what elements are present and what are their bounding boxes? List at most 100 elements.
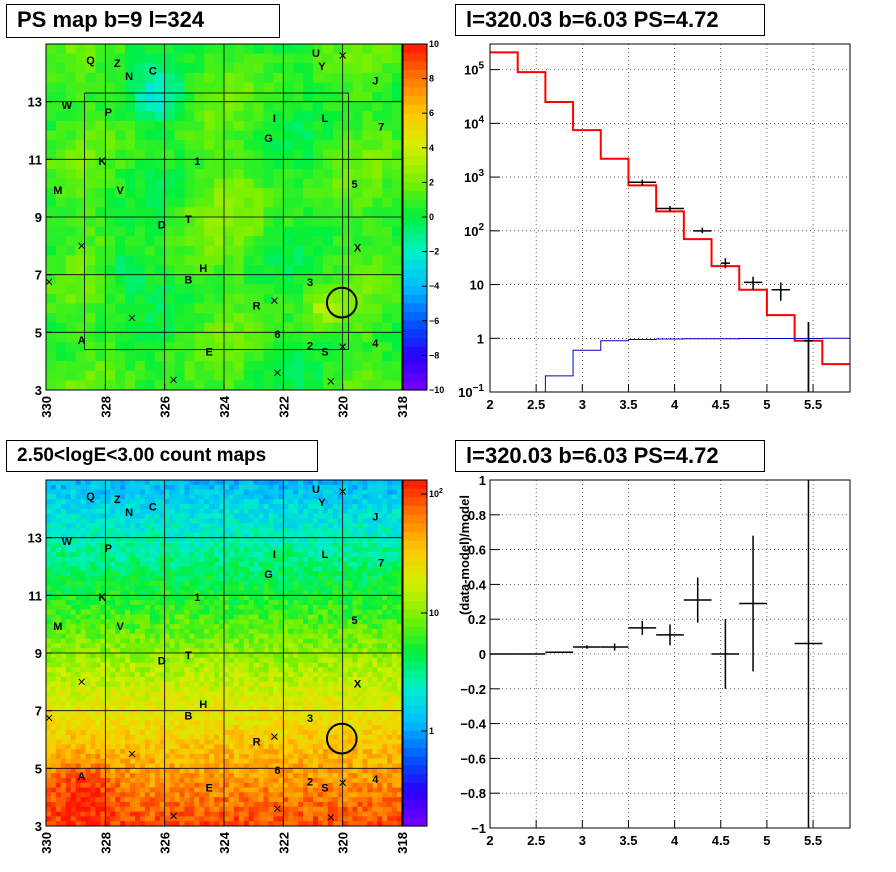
heatmap-cell [169, 657, 176, 664]
heatmap-cell [248, 701, 255, 707]
heatmap-cell [50, 811, 57, 817]
heatmap-cell [164, 806, 171, 813]
heatmap-cell [60, 571, 67, 577]
heatmap-cell [90, 600, 96, 606]
heatmap-cell [238, 638, 245, 644]
heatmap-cell [253, 130, 265, 141]
heatmap-cell [179, 725, 185, 731]
heatmap-cell [139, 633, 146, 640]
heatmap-cell [382, 82, 393, 93]
heatmap-cell [100, 749, 106, 755]
heatmap-cell [273, 489, 279, 495]
heatmap-cell [154, 787, 161, 793]
heatmap-cell [228, 595, 235, 601]
heatmap-cell [263, 797, 269, 803]
heatmap-cell [90, 806, 96, 813]
heatmap-cell [273, 92, 284, 103]
heatmap-cell [115, 595, 121, 601]
heatmap-cell [278, 739, 284, 745]
heatmap-cell [224, 207, 235, 218]
heatmap-cell [164, 816, 171, 822]
heatmap-cell [214, 120, 225, 131]
heatmap-cell [332, 44, 344, 55]
heatmap-cell [199, 571, 205, 577]
heatmap-cell [332, 370, 344, 381]
heatmap-cell [164, 380, 176, 391]
heatmap-cell [263, 777, 269, 784]
heatmap-cell [125, 787, 131, 793]
heatmap-cell [154, 508, 161, 515]
heatmap-cell [90, 753, 96, 760]
heatmap-cell [214, 787, 220, 793]
heatmap-cell [243, 284, 255, 295]
heatmap-cell [224, 681, 230, 688]
heatmap-cell [238, 628, 245, 635]
heatmap-cell [80, 734, 87, 740]
heatmap-cell [214, 236, 225, 247]
heatmap-cell [184, 341, 195, 353]
heatmap-cell [139, 729, 146, 736]
heatmap-cell [149, 523, 156, 529]
heatmap-cell [283, 576, 289, 582]
heatmap-cell [164, 653, 171, 659]
colorbar-tick-label: 10 [429, 39, 439, 49]
heatmap-cell [283, 643, 289, 649]
heatmap-cell [214, 484, 220, 491]
heatmap-cell [115, 768, 121, 774]
heatmap-cell [253, 811, 260, 817]
heatmap-cell [214, 523, 220, 529]
heatmap-cell [90, 715, 96, 721]
heatmap-cell [219, 691, 225, 697]
heatmap-cell [303, 341, 314, 353]
heatmap-cell [248, 614, 255, 620]
heatmap-cell [313, 322, 324, 333]
heatmap-cell [55, 547, 62, 553]
heatmap-cell [110, 797, 116, 803]
heatmap-cell [204, 245, 215, 256]
heatmap-cell [95, 101, 106, 112]
heatmap-cell [362, 236, 373, 247]
heatmap-cell [243, 595, 250, 601]
heatmap-cell [125, 111, 136, 122]
heatmap-cell [238, 547, 245, 553]
heatmap-cell [253, 504, 260, 510]
heatmap-cell [194, 130, 205, 141]
heatmap-cell [228, 763, 235, 769]
heatmap-cell [263, 576, 269, 582]
heatmap-cell [75, 585, 82, 592]
heatmap-cell [189, 566, 195, 572]
heatmap-cell [125, 648, 131, 654]
heatmap-cell [238, 797, 245, 803]
heatmap-cell [164, 561, 171, 567]
heatmap-cell [144, 739, 151, 745]
heatmap-cell [80, 628, 87, 635]
heatmap-cell [80, 590, 87, 596]
heatmap-cell [194, 53, 205, 64]
heatmap-cell [110, 677, 116, 683]
heatmap-cell [189, 609, 195, 616]
heatmap-cell [253, 111, 265, 122]
heatmap-cell [135, 528, 141, 534]
heatmap-cell [278, 638, 284, 644]
heatmap-cell [174, 226, 185, 237]
heatmap-cell [110, 744, 116, 750]
heatmap-cell [224, 188, 235, 199]
heatmap-cell [268, 518, 274, 524]
heatmap-cell [342, 207, 354, 218]
heatmap-cell [224, 566, 230, 572]
heatmap-cell [75, 53, 87, 64]
heatmap-cell [139, 801, 146, 808]
heatmap-cell [80, 638, 87, 644]
heatmap-cell [125, 590, 131, 596]
heatmap-cell [204, 149, 215, 160]
heatmap-cell [55, 628, 62, 635]
heatmap-cell [95, 188, 106, 199]
heatmap-cell [80, 806, 87, 813]
heatmap-cell [283, 265, 294, 276]
heatmap-cell [224, 729, 230, 736]
heatmap-cell [120, 556, 126, 563]
heatmap-cell [224, 484, 230, 491]
heatmap-cell [144, 677, 151, 683]
heatmap-cell [283, 725, 289, 731]
heatmap-cell [253, 792, 260, 798]
